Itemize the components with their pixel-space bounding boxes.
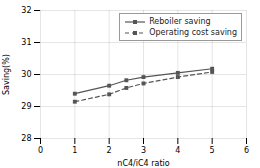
svg-text:0: 0 [38, 146, 43, 155]
svg-text:28: 28 [21, 134, 31, 143]
svg-text:29: 29 [21, 102, 31, 111]
svg-text:Saving(%): Saving(%) [2, 54, 11, 95]
html-text:Operating cost saving: Operating cost saving [149, 28, 237, 37]
svg-text:30: 30 [21, 70, 31, 79]
svg-text:5: 5 [210, 146, 215, 155]
svg-text:1: 1 [72, 146, 77, 155]
svg-text:3: 3 [141, 146, 146, 155]
svg-text:32: 32 [21, 6, 31, 15]
svg-text:nC4/iC4 ratio: nC4/iC4 ratio [117, 159, 169, 168]
svg-text:6: 6 [244, 146, 249, 155]
svg-text:4: 4 [175, 146, 180, 155]
svg-text:2: 2 [107, 146, 112, 155]
html-text:Reboiler saving: Reboiler saving [149, 17, 211, 26]
svg-text:31: 31 [21, 38, 31, 47]
